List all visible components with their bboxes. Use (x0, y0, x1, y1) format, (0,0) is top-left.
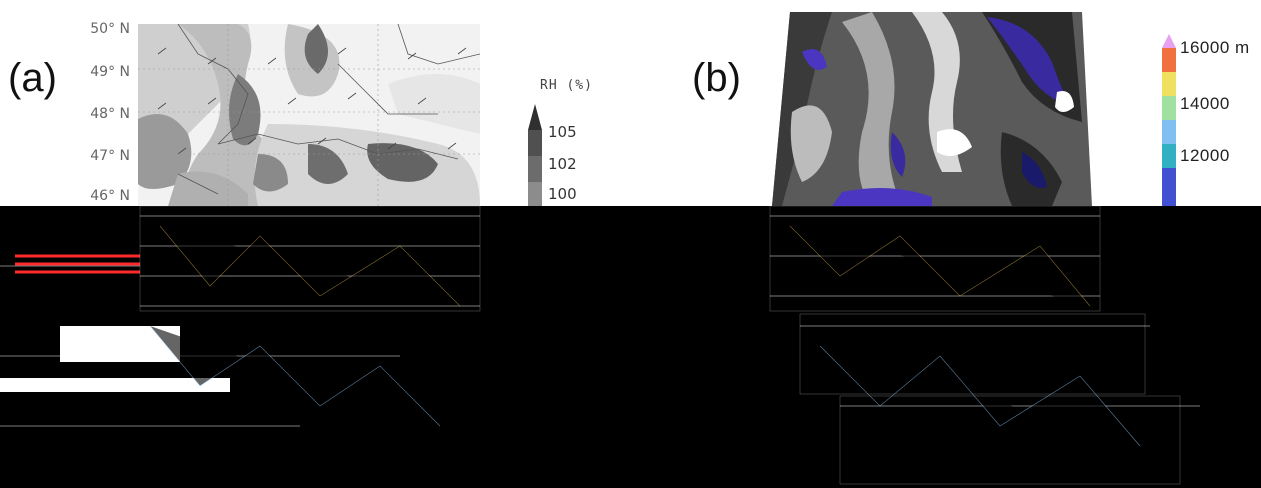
height-tick-12000: 12000 (1180, 146, 1230, 165)
rh-tick-102: 102 (548, 155, 577, 173)
height-tick-14000: 14000 (1180, 94, 1230, 113)
lat-label-47: 47° N (90, 148, 130, 164)
rh-colorbar (528, 104, 542, 206)
lat-label-50: 50° N (90, 21, 130, 37)
panel-b-label: (b) (692, 56, 741, 100)
lat-label-48: 48° N (90, 106, 130, 122)
cloud-height-svg (772, 12, 1092, 206)
lat-label-46: 46° N (90, 188, 130, 204)
height-tick-16000: 16000 m (1180, 38, 1250, 57)
lat-label-49: 49° N (90, 64, 130, 80)
panel-a-label: (a) (8, 56, 57, 100)
rh-tick-105: 105 (548, 123, 577, 141)
cloud-height-map (772, 12, 1092, 206)
corrupted-region (0, 206, 1261, 488)
rh-map-svg (138, 24, 480, 206)
rh-legend-title: RH (%) (540, 78, 593, 93)
height-colorbar (1162, 34, 1176, 206)
rh-tick-100: 100 (548, 185, 577, 203)
rh-map (138, 24, 480, 206)
